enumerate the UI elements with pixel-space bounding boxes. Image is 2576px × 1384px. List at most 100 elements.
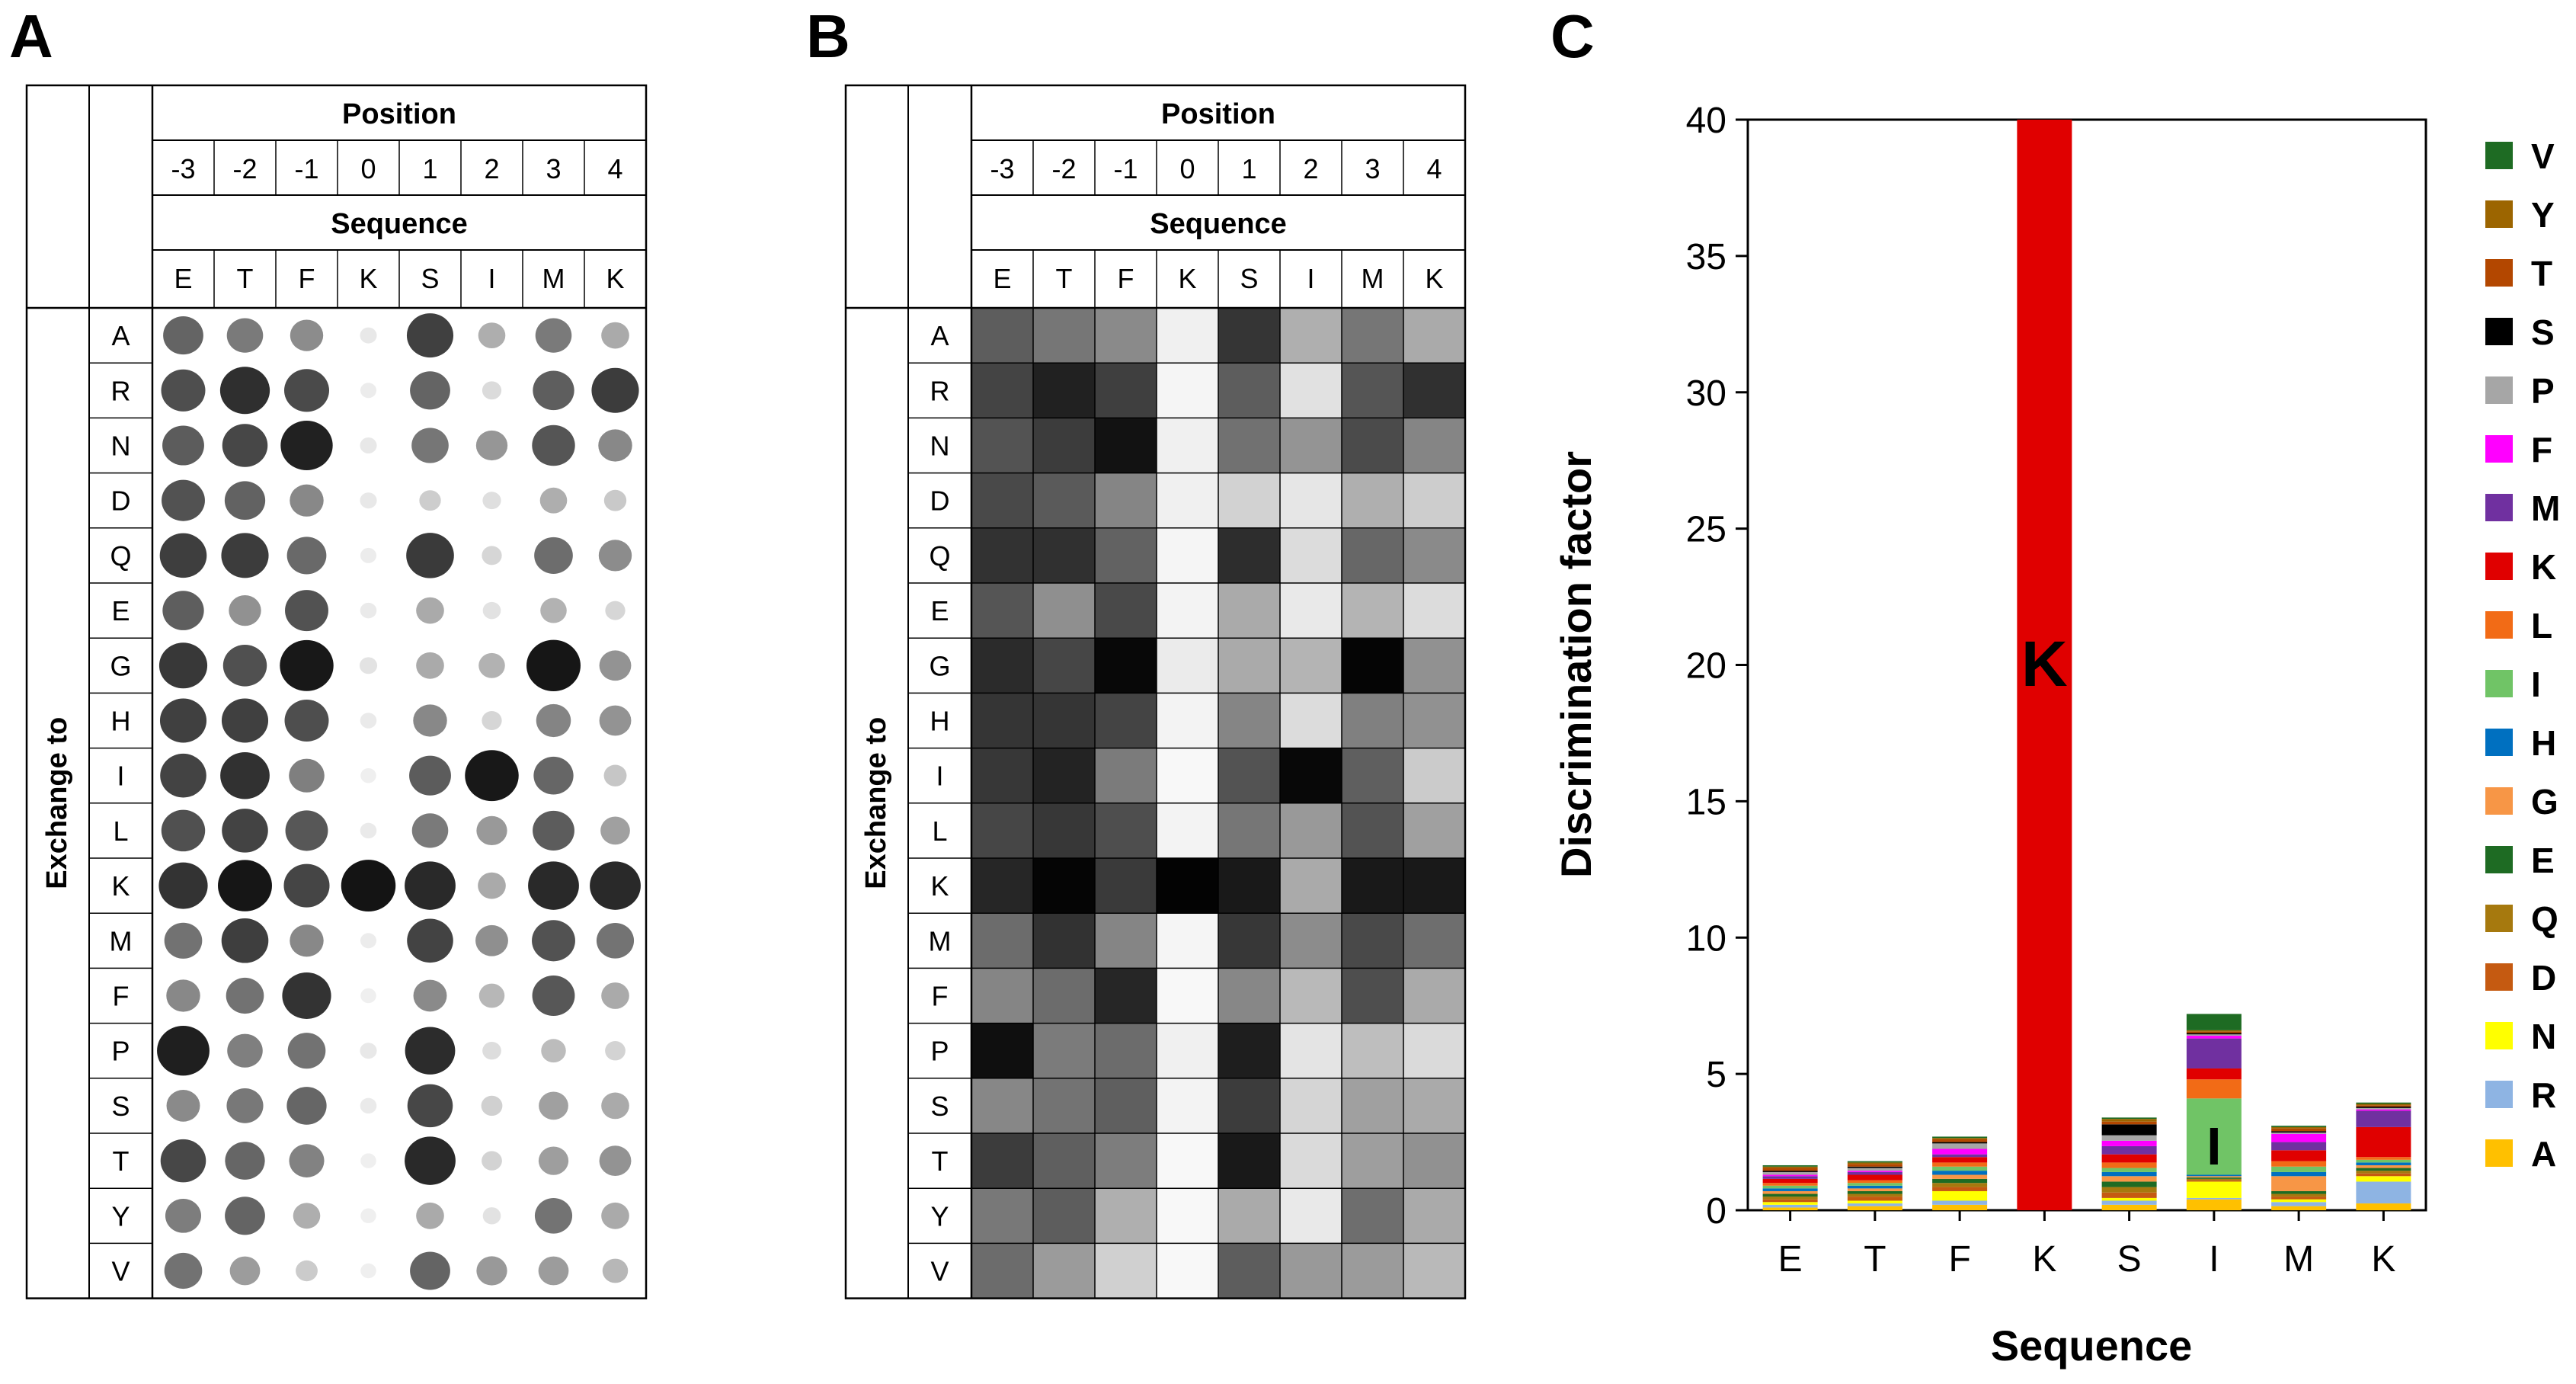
- blot-spot: [360, 713, 377, 729]
- bar-segment-Y: [2356, 1104, 2411, 1106]
- heat-cell: [1157, 418, 1218, 473]
- heat-cell: [1218, 803, 1280, 858]
- legend-label: Q: [2531, 899, 2558, 939]
- position-label: -2: [1051, 153, 1076, 184]
- bar-segment-S: [2101, 1124, 2157, 1136]
- blot-spot: [221, 533, 269, 578]
- heat-cell: [1280, 1078, 1342, 1133]
- blot-spot: [220, 751, 270, 799]
- exchange-label: Exchange to: [41, 717, 73, 889]
- blot-spot: [533, 756, 574, 795]
- row-label: Y: [930, 1200, 949, 1232]
- heat-cell: [971, 583, 1033, 639]
- heat-cell: [971, 858, 1033, 914]
- legend-label: Y: [2531, 195, 2555, 235]
- heat-cell: [1280, 418, 1342, 473]
- heat-cell: [971, 418, 1033, 473]
- bar-segment-T: [1932, 1139, 1988, 1142]
- x-tick-label: S: [2117, 1239, 2142, 1280]
- bar-segment-D: [1932, 1187, 1988, 1191]
- bar-segment-T: [2271, 1128, 2327, 1132]
- legend-swatch-F: [2485, 435, 2513, 463]
- y-tick-label: 30: [1686, 373, 1726, 414]
- blot-spot: [285, 810, 328, 851]
- row-label: S: [111, 1091, 130, 1122]
- blot-spot: [290, 484, 324, 517]
- heat-cell: [1403, 1243, 1465, 1299]
- heat-cell: [1095, 803, 1157, 858]
- y-axis-title: Discrimination factor: [1552, 451, 1600, 878]
- blot-spot: [287, 1033, 326, 1069]
- bar-segment-V: [1762, 1165, 1818, 1167]
- blot-spot: [419, 490, 441, 511]
- y-tick-label: 10: [1686, 918, 1726, 959]
- blot-spot: [601, 982, 629, 1009]
- heat-cell: [1342, 968, 1403, 1024]
- bar-segment-S: [2271, 1131, 2327, 1133]
- blot-spot: [160, 1139, 206, 1183]
- sequence-label: S: [1240, 263, 1258, 294]
- bar-segment-N: [2271, 1199, 2327, 1203]
- legend-swatch-M: [2485, 494, 2513, 521]
- heat-cell: [1095, 418, 1157, 473]
- heat-cell: [1157, 748, 1218, 803]
- bar-segment-E: [2186, 1177, 2242, 1179]
- blot-spot: [164, 922, 203, 959]
- blot-spot: [482, 1151, 502, 1171]
- heat-cell: [971, 968, 1033, 1024]
- position-label: 4: [607, 153, 622, 184]
- blot-spot: [591, 367, 639, 413]
- sequence-label: E: [993, 263, 1011, 294]
- blot-spot: [532, 424, 575, 466]
- blot-spot: [482, 1041, 501, 1060]
- heat-cell: [1095, 858, 1157, 914]
- heat-cell: [1218, 1023, 1280, 1078]
- heat-cell: [1403, 1188, 1465, 1244]
- legend-swatch-S: [2485, 318, 2513, 345]
- blot-spot: [360, 437, 377, 453]
- bar-segment-T: [1762, 1168, 1818, 1171]
- blot-spot: [360, 383, 377, 399]
- row-label: G: [110, 650, 131, 681]
- bar-segment-H: [2101, 1171, 2157, 1177]
- blot-spot: [603, 489, 627, 511]
- blot-spot: [286, 537, 327, 575]
- heat-cell: [1403, 583, 1465, 639]
- heat-cell: [1280, 527, 1342, 583]
- heat-cell: [1218, 858, 1280, 914]
- heat-cell: [1280, 583, 1342, 639]
- heat-cell: [1218, 913, 1280, 969]
- legend-swatch-G: [2485, 787, 2513, 815]
- row-label: T: [113, 1145, 130, 1177]
- heat-cell: [1403, 858, 1465, 914]
- heat-cell: [1218, 473, 1280, 528]
- legend-label: V: [2531, 136, 2555, 176]
- heat-cell: [1342, 748, 1403, 803]
- blot-spot: [407, 1084, 453, 1128]
- heat-cell: [1280, 1243, 1342, 1299]
- blot-spot: [416, 652, 444, 679]
- legend-swatch-V: [2485, 142, 2513, 169]
- legend-label: L: [2531, 606, 2552, 646]
- bar-segment-R: [2101, 1200, 2157, 1205]
- blot-spot: [166, 979, 200, 1012]
- bar-segment-L: [1847, 1180, 1902, 1184]
- heat-cell: [1095, 1243, 1157, 1299]
- heat-cell: [1342, 1243, 1403, 1299]
- legend-swatch-D: [2485, 963, 2513, 991]
- bar-segment-F: [1932, 1149, 1988, 1155]
- heat-cell: [1280, 803, 1342, 858]
- bar-segment-Y: [2186, 1030, 2242, 1032]
- bar-segment-D: [2186, 1180, 2242, 1182]
- blot-spot: [221, 698, 269, 743]
- heat-cell: [1033, 858, 1095, 914]
- bar-segment-R: [1847, 1203, 1902, 1206]
- heat-cell: [1033, 1023, 1095, 1078]
- bar-segment-T: [2356, 1105, 2411, 1107]
- blot-spot: [280, 421, 333, 470]
- heat-cell: [1033, 803, 1095, 858]
- sequence-header: Sequence: [1150, 208, 1287, 240]
- blot-spot: [405, 1136, 456, 1185]
- heat-cell: [1342, 913, 1403, 969]
- blot-spot: [222, 809, 268, 853]
